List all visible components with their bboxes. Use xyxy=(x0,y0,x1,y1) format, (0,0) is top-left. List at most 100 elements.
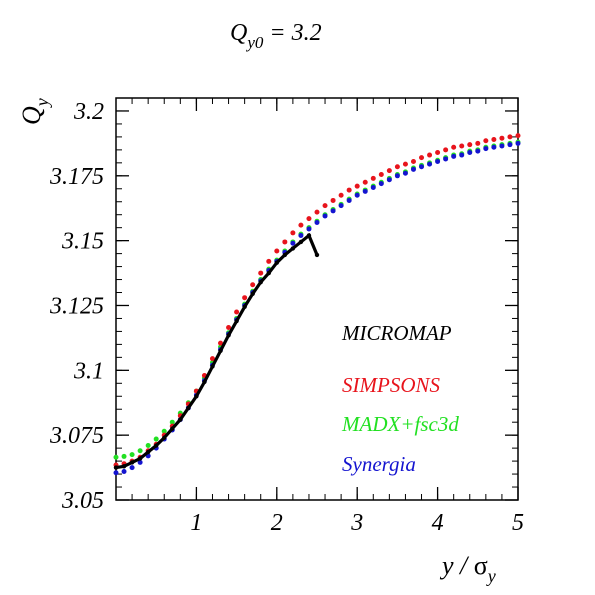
data-point xyxy=(354,192,360,198)
data-point xyxy=(121,464,127,469)
chart-title-rest: = 3.2 xyxy=(263,20,321,46)
data-point xyxy=(322,203,328,209)
legend-entry: SIMPSONS xyxy=(342,373,440,397)
data-point xyxy=(250,291,255,297)
data-point xyxy=(338,203,344,209)
data-point xyxy=(153,436,159,442)
y-tick-label: 3.2 xyxy=(73,99,104,125)
data-point xyxy=(419,155,425,161)
data-point xyxy=(314,209,320,215)
series-1 xyxy=(113,133,521,468)
data-point xyxy=(451,144,457,150)
data-point xyxy=(290,240,296,246)
data-point xyxy=(129,452,135,458)
series-0 xyxy=(113,232,320,470)
data-point xyxy=(250,282,256,288)
y-axis-label-main: Q xyxy=(17,106,46,125)
y-tick-label: 3.075 xyxy=(49,423,104,449)
x-tick-label: 4 xyxy=(432,510,444,536)
data-point xyxy=(298,239,304,245)
legend: MICROMAP SIMPSONS MADX+fsc3d Synergia xyxy=(341,321,459,476)
y-axis-ticks: 3.05 3.075 3.1 3.125 3.15 3.175 3.2 xyxy=(49,97,518,514)
data-point xyxy=(410,166,416,172)
data-point xyxy=(129,460,135,465)
data-point xyxy=(330,197,336,203)
chart-title-main: Q xyxy=(230,20,247,46)
data-point xyxy=(394,173,400,179)
data-point xyxy=(209,356,215,362)
data-point xyxy=(258,279,263,285)
series-2 xyxy=(113,139,521,460)
data-point xyxy=(378,172,384,178)
data-point xyxy=(386,177,392,183)
data-point xyxy=(137,456,143,461)
data-point xyxy=(129,465,135,471)
data-point xyxy=(475,148,481,154)
x-tick-label: 1 xyxy=(190,510,202,536)
data-point xyxy=(491,144,497,150)
data-point xyxy=(258,270,264,276)
x-axis-label-main: y / xyxy=(439,551,474,580)
data-point xyxy=(121,453,127,459)
data-point xyxy=(467,142,473,148)
legend-entry: MICROMAP xyxy=(341,321,452,345)
data-point xyxy=(459,152,465,158)
chart-title: Qy0 = 3.2 xyxy=(230,20,322,52)
data-point xyxy=(137,459,143,465)
y-tick-label: 3.15 xyxy=(61,229,104,255)
data-point xyxy=(483,138,489,144)
data-point xyxy=(161,428,167,434)
data-point xyxy=(435,159,441,165)
data-point xyxy=(290,246,296,251)
x-axis-label: y / σy xyxy=(439,551,496,586)
data-point xyxy=(515,133,521,139)
data-point xyxy=(113,465,119,470)
data-point xyxy=(507,134,513,140)
series-layer xyxy=(113,133,521,476)
data-point xyxy=(459,143,465,149)
data-point xyxy=(266,258,272,264)
data-point xyxy=(298,232,304,238)
data-point xyxy=(443,147,449,153)
y-tick-label: 3.05 xyxy=(61,488,104,514)
y-axis-label: Qy xyxy=(17,98,52,125)
data-point xyxy=(274,260,279,265)
data-point xyxy=(483,146,489,152)
data-point xyxy=(499,135,505,141)
data-point xyxy=(298,222,304,228)
data-point xyxy=(202,379,207,385)
data-point xyxy=(162,435,167,440)
data-point xyxy=(370,175,376,181)
data-point xyxy=(507,142,513,148)
y-tick-label: 3.125 xyxy=(49,293,104,319)
data-point xyxy=(218,340,224,346)
data-point xyxy=(234,309,240,315)
data-point xyxy=(242,295,248,301)
data-point xyxy=(394,164,400,170)
data-point xyxy=(306,233,312,238)
data-point xyxy=(169,419,175,425)
data-point xyxy=(402,161,408,167)
legend-entry: Synergia xyxy=(342,452,416,476)
data-point xyxy=(266,270,271,276)
data-point xyxy=(274,248,280,254)
data-point xyxy=(346,187,352,193)
data-point xyxy=(410,159,416,165)
data-point xyxy=(322,213,328,219)
data-point xyxy=(210,364,215,369)
plot-area: 3.05 3.075 3.1 3.125 3.15 3.175 3.2 1 2 3 4 5 MICR… xyxy=(49,97,524,536)
data-point xyxy=(419,164,425,170)
data-point xyxy=(515,140,521,146)
data-point xyxy=(443,156,449,162)
data-point xyxy=(435,149,441,155)
data-point xyxy=(242,304,247,309)
data-point xyxy=(226,325,232,331)
data-point xyxy=(314,219,320,225)
data-point xyxy=(499,143,505,149)
data-point xyxy=(362,179,368,185)
data-point xyxy=(402,170,408,176)
data-point xyxy=(194,394,199,399)
data-point xyxy=(306,216,312,222)
x-axis-ticks: 1 2 3 4 5 xyxy=(115,98,524,536)
